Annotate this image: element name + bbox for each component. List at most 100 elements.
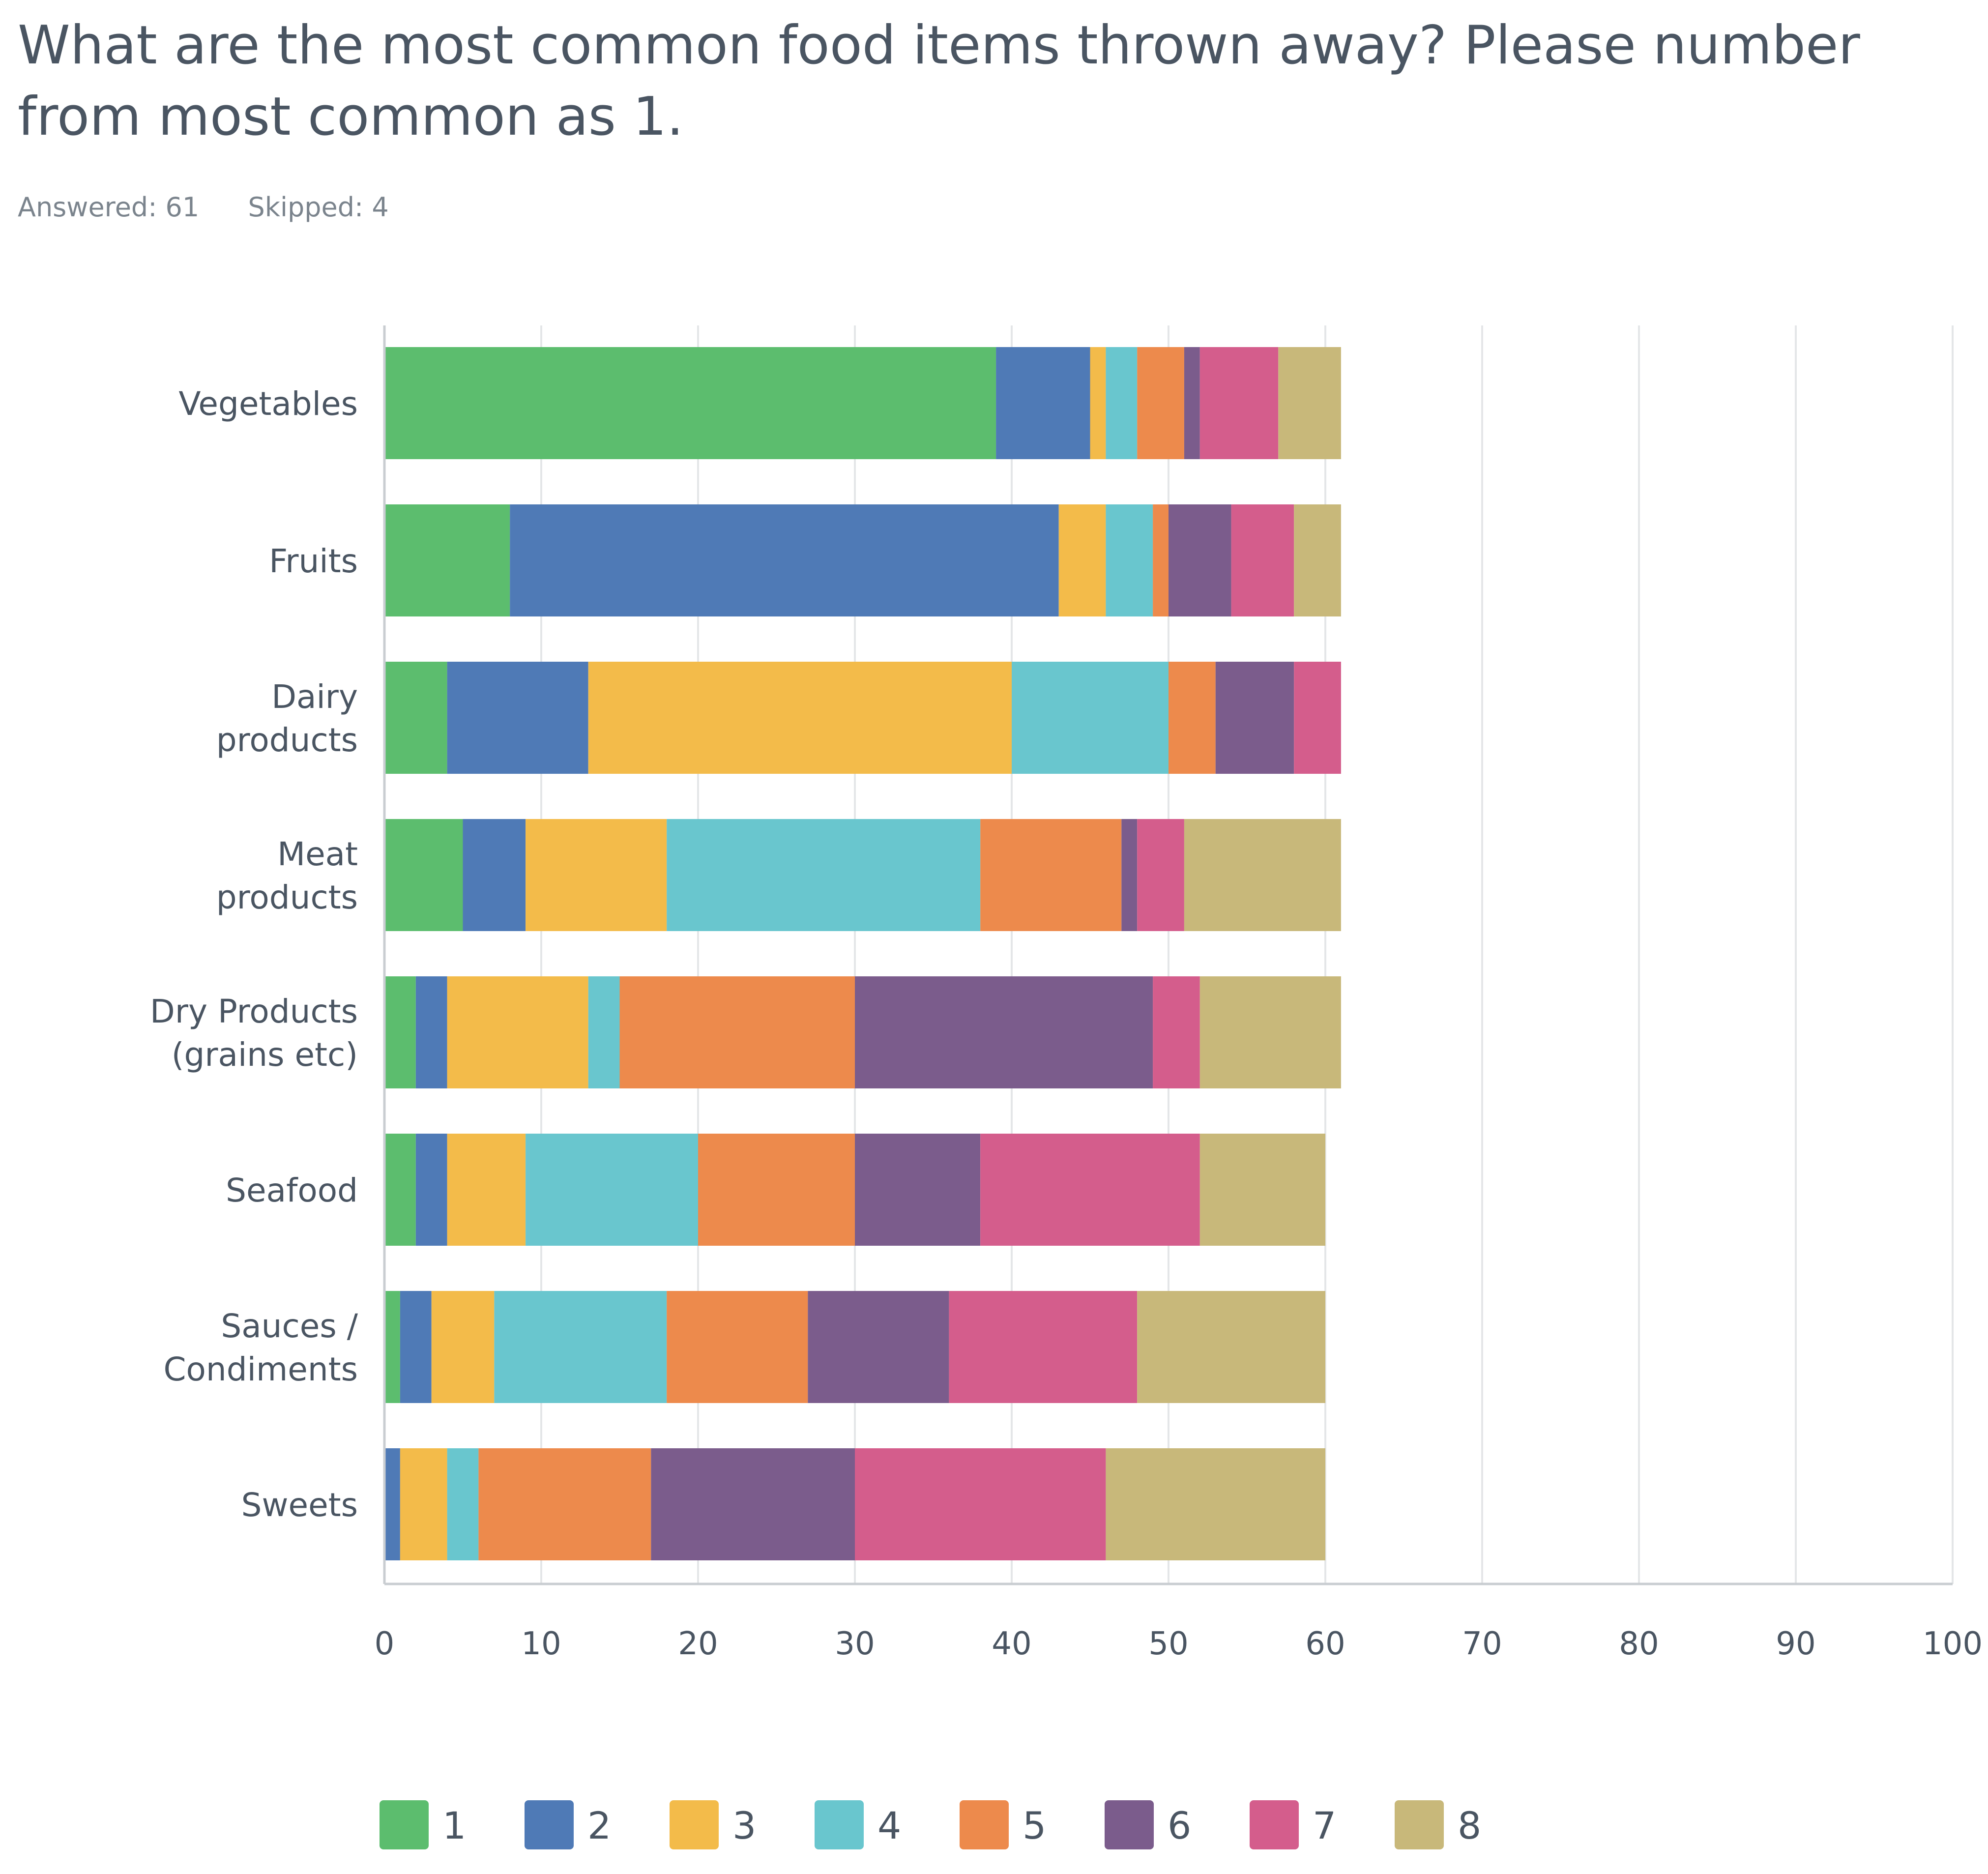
bar-segment <box>415 976 447 1088</box>
bar-segment <box>1199 347 1279 459</box>
x-tick-label: 10 <box>521 1626 561 1662</box>
bar-segment <box>619 976 855 1088</box>
skipped-count: Skipped: 4 <box>248 192 389 223</box>
bar-segment <box>588 662 1012 774</box>
category-label: Dry Products <box>150 993 358 1030</box>
category-label: Condiments <box>163 1350 358 1388</box>
legend-swatch <box>380 1800 429 1849</box>
bar-segment <box>1169 662 1216 774</box>
x-axis: 0 10 20 30 40 50 60 70 80 90 100 <box>375 325 1983 1662</box>
bar-segment <box>1090 347 1106 459</box>
bar-segment <box>400 1291 432 1403</box>
bar-segment <box>478 1448 651 1560</box>
bar-segment <box>1199 1134 1325 1246</box>
legend-swatch <box>525 1800 574 1849</box>
bar-segment <box>1169 504 1231 616</box>
bar-segment <box>855 976 1153 1088</box>
bar-segment <box>494 1291 667 1403</box>
bar-segment <box>400 1448 447 1560</box>
x-tick-label: 60 <box>1305 1626 1345 1662</box>
legend-label: 2 <box>587 1804 611 1847</box>
category-labels: Vegetables Fruits Dairy products Meat product… <box>150 385 358 1524</box>
bar-segment <box>447 662 588 774</box>
answered-count: Answered: 61 <box>18 192 200 223</box>
bar-segment <box>431 1291 495 1403</box>
bar-segment <box>1278 347 1341 459</box>
bar-segment <box>1184 347 1200 459</box>
legend-label: 6 <box>1168 1804 1191 1847</box>
bar-segment <box>1137 1291 1325 1403</box>
bar-segment <box>447 1134 526 1246</box>
category-label: Fruits <box>269 542 358 580</box>
category-label: Sauces / <box>221 1307 358 1345</box>
bar-segment <box>526 819 667 931</box>
bar-segment <box>980 819 1122 931</box>
x-tick-label: 80 <box>1619 1626 1659 1662</box>
bar-segment <box>1012 662 1169 774</box>
bar-segment <box>651 1448 855 1560</box>
legend-swatch <box>815 1800 864 1849</box>
category-label: Sweets <box>241 1486 358 1524</box>
legend: 1 2 3 4 5 6 7 8 <box>380 1800 1481 1849</box>
bar-segment <box>384 1134 416 1246</box>
bar-segment <box>1294 504 1341 616</box>
bar-segment <box>463 819 526 931</box>
bar-segment <box>1137 347 1184 459</box>
bar-segment <box>384 662 447 774</box>
bar-segment <box>1153 504 1169 616</box>
bar-segment <box>698 1134 855 1246</box>
x-tick-label: 20 <box>678 1626 718 1662</box>
legend-swatch <box>1105 1800 1154 1849</box>
legend-label: 8 <box>1458 1804 1481 1847</box>
category-label: Seafood <box>226 1171 358 1209</box>
legend-label: 3 <box>732 1804 756 1847</box>
legend-label: 4 <box>877 1804 901 1847</box>
x-tick-label: 70 <box>1462 1626 1502 1662</box>
bar-segment <box>1106 347 1138 459</box>
bar-segment <box>1137 819 1184 931</box>
bar-segment <box>980 1134 1200 1246</box>
bar-segment <box>808 1291 949 1403</box>
category-label: (grains etc) <box>172 1036 358 1074</box>
response-stats: Answered: 61 Skipped: 4 <box>18 192 429 223</box>
bar-segment <box>526 1134 698 1246</box>
bar-segment <box>447 1448 479 1560</box>
x-tick-label: 100 <box>1923 1626 1983 1662</box>
bar-segment <box>667 1291 808 1403</box>
legend-swatch <box>960 1800 1009 1849</box>
bar-segment <box>996 347 1090 459</box>
legend-swatch <box>1395 1800 1444 1849</box>
bar-segment <box>447 976 588 1088</box>
bar-segment <box>415 1134 447 1246</box>
bar-segment <box>855 1448 1106 1560</box>
bar-segment <box>384 1291 400 1403</box>
x-tick-label: 0 <box>375 1626 395 1662</box>
bar-segment <box>1184 819 1341 931</box>
bar-segment <box>588 976 620 1088</box>
category-label: Dairy <box>271 678 358 716</box>
bar-segment <box>384 1448 400 1560</box>
legend-swatch <box>670 1800 719 1849</box>
x-tick-label: 30 <box>835 1626 875 1662</box>
bar-segment <box>1058 504 1106 616</box>
bar-segment <box>384 504 510 616</box>
bar-segment <box>1106 1448 1325 1560</box>
legend-label: 1 <box>442 1804 466 1847</box>
bar-segment <box>1215 662 1294 774</box>
category-label: products <box>216 878 358 916</box>
bar-segment <box>1121 819 1138 931</box>
bar-segment <box>1106 504 1153 616</box>
bar-segment <box>855 1134 981 1246</box>
bar-segment <box>667 819 981 931</box>
bar-segment <box>1294 662 1341 774</box>
bar-segment <box>510 504 1059 616</box>
bars <box>384 347 1341 1560</box>
bar-segment <box>384 819 463 931</box>
legend-label: 7 <box>1313 1804 1336 1847</box>
bar-segment <box>384 347 996 459</box>
legend-label: 5 <box>1023 1804 1046 1847</box>
x-tick-label: 90 <box>1776 1626 1815 1662</box>
x-tick-label: 40 <box>992 1626 1031 1662</box>
bar-segment <box>384 976 416 1088</box>
chart-title: What are the most common food items thro… <box>18 15 1860 147</box>
